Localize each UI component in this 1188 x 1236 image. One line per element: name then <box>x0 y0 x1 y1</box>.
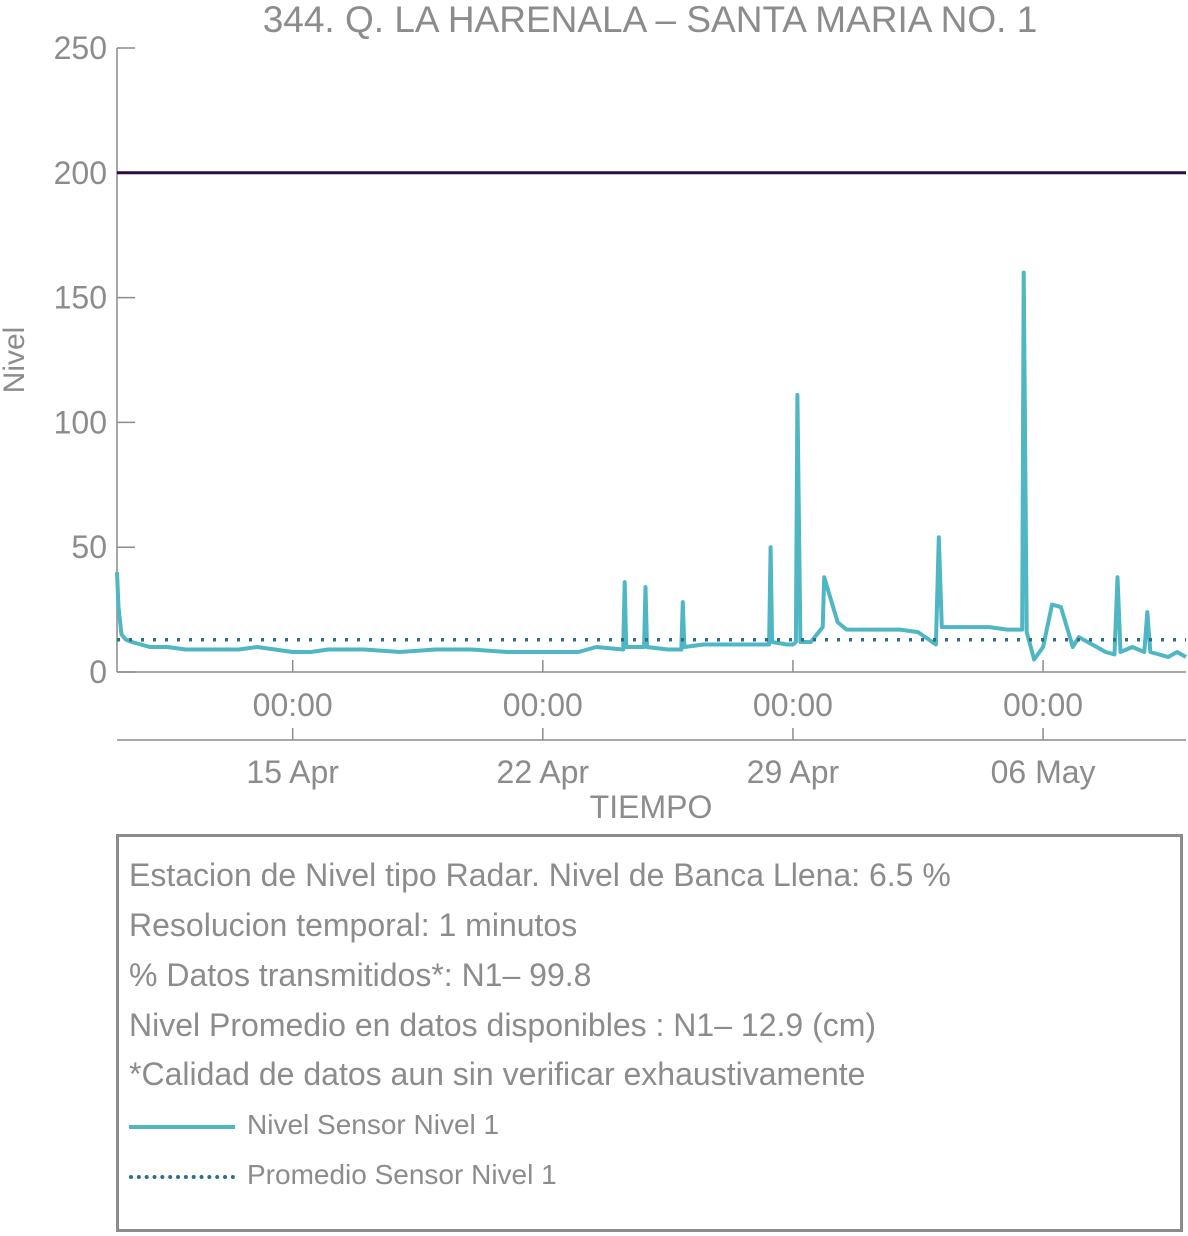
y-tick-label: 150 <box>54 280 107 316</box>
info-transmitted: % Datos transmitidos*: N1– 99.8 <box>129 957 592 993</box>
legend-label: Promedio Sensor Nivel 1 <box>247 1159 557 1190</box>
series-line-nivel <box>115 270 1187 662</box>
legend-item-nivel: Nivel Sensor Nivel 1 <box>129 1107 729 1147</box>
legend-label: Nivel Sensor Nivel 1 <box>247 1109 500 1140</box>
x-tick-time-label: 00:00 <box>503 687 583 723</box>
y-tick-label: 200 <box>54 155 107 191</box>
plot-area: 0 50 100 150 200 250 00:00 15 Apr 00:00 22 Apr 00:… <box>54 30 1187 790</box>
y-tick-label: 50 <box>71 529 107 565</box>
legend-swatch-dotted <box>129 1175 235 1179</box>
chart-canvas: 344. Q. LA HARENALA – SANTA MARIA NO. 1 … <box>0 0 1187 825</box>
x-tick-date-label: 22 Apr <box>497 754 590 790</box>
info-quality-note: *Calidad de datos aun sin verificar exha… <box>129 1056 866 1092</box>
x-tick-time-label: 00:00 <box>753 687 833 723</box>
legend-swatch-solid <box>129 1125 235 1129</box>
chart-title: 344. Q. LA HARENALA – SANTA MARIA NO. 1 <box>263 0 1038 40</box>
x-tick-time-label: 00:00 <box>253 687 333 723</box>
info-panel: Estacion de Nivel tipo Radar. Nivel de B… <box>116 834 1183 1232</box>
info-station-type: Estacion de Nivel tipo Radar. Nivel de B… <box>129 857 951 893</box>
y-axis-label: Nivel <box>0 327 31 394</box>
info-average: Nivel Promedio en datos disponibles : N1… <box>129 1007 877 1043</box>
y-tick-label: 100 <box>54 404 107 440</box>
x-tick-date-label: 15 Apr <box>246 754 339 790</box>
info-resolution: Resolucion temporal: 1 minutos <box>129 907 578 943</box>
x-tick-date-label: 29 Apr <box>747 754 840 790</box>
y-tick-label: 250 <box>54 30 107 66</box>
x-tick-date-label: 06 May <box>991 754 1096 790</box>
x-axis-label: TIEMPO <box>590 789 713 825</box>
y-tick-label: 0 <box>89 654 107 690</box>
x-tick-time-label: 00:00 <box>1003 687 1083 723</box>
legend-item-promedio: Promedio Sensor Nivel 1 <box>129 1157 729 1197</box>
